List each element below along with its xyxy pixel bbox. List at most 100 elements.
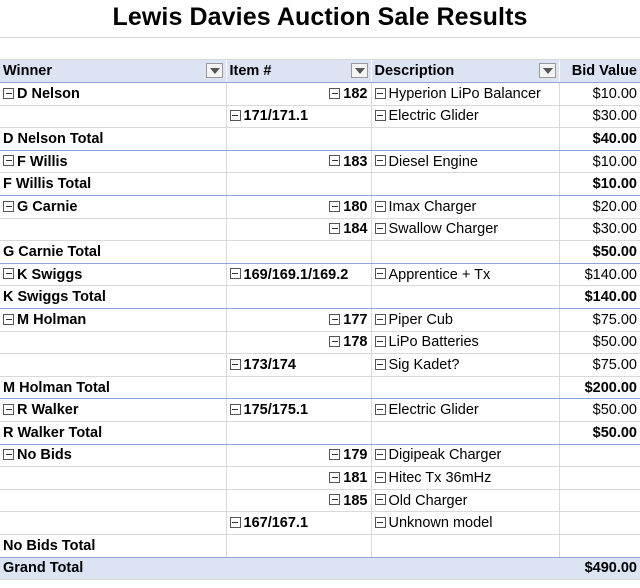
description-cell: Sig Kadet? bbox=[371, 353, 560, 377]
collapse-item-icon[interactable] bbox=[329, 336, 341, 348]
collapse-winner-icon[interactable] bbox=[3, 268, 14, 280]
item-cell: 179 bbox=[226, 444, 372, 468]
item-number: 180 bbox=[343, 198, 368, 215]
winner-name: K Swiggs bbox=[17, 266, 83, 283]
collapse-item-icon[interactable] bbox=[329, 494, 341, 506]
table-row: R Walker 175/175.1 Electric Glider $50.00 bbox=[0, 398, 640, 422]
description-filter-dropdown-icon[interactable] bbox=[538, 63, 556, 78]
collapse-item-icon[interactable] bbox=[329, 471, 341, 483]
collapse-winner-icon[interactable] bbox=[3, 403, 14, 415]
winner-cell: F Willis bbox=[0, 150, 227, 174]
grand-total-value: $490.00 bbox=[559, 556, 640, 581]
empty-cell bbox=[371, 127, 560, 151]
collapse-description-icon[interactable] bbox=[374, 268, 386, 280]
subtotal-value: $40.00 bbox=[559, 127, 640, 151]
header-row: Winner Item # Description Bid Value bbox=[0, 60, 640, 84]
collapse-item-icon[interactable] bbox=[229, 110, 241, 122]
table-row: G Carnie 180 Imax Charger $20.00 bbox=[0, 195, 640, 219]
item-number: 167/167.1 bbox=[243, 515, 309, 532]
item-cell: 169/169.1/169.2 bbox=[226, 263, 372, 287]
collapse-description-icon[interactable] bbox=[374, 358, 386, 370]
collapse-description-icon[interactable] bbox=[374, 449, 386, 461]
description-text: Unknown model bbox=[388, 515, 493, 532]
item-number: 175/175.1 bbox=[243, 402, 309, 419]
description-text: Electric Glider bbox=[388, 108, 479, 125]
collapse-item-icon[interactable] bbox=[229, 358, 241, 370]
collapse-description-icon[interactable] bbox=[374, 471, 386, 483]
collapse-winner-icon[interactable] bbox=[3, 155, 14, 167]
bid-value-cell bbox=[559, 444, 640, 468]
description-cell: Swallow Charger bbox=[371, 218, 560, 242]
collapse-item-icon[interactable] bbox=[229, 403, 241, 415]
item-number: 169/169.1/169.2 bbox=[243, 266, 349, 283]
winner-cell: K Swiggs bbox=[0, 263, 227, 287]
collapse-item-icon[interactable] bbox=[229, 268, 241, 280]
collapse-item-icon[interactable] bbox=[329, 87, 341, 99]
subtotal-value: $140.00 bbox=[559, 285, 640, 310]
collapse-winner-icon[interactable] bbox=[3, 313, 14, 325]
collapse-description-icon[interactable] bbox=[374, 403, 386, 415]
description-cell: Apprentice + Tx bbox=[371, 263, 560, 287]
winner-cell bbox=[0, 466, 227, 490]
winner-name: No Bids bbox=[17, 447, 72, 464]
collapse-item-icon[interactable] bbox=[329, 223, 341, 235]
collapse-winner-icon[interactable] bbox=[3, 449, 14, 461]
empty-cell bbox=[371, 375, 560, 400]
description-cell: Diesel Engine bbox=[371, 150, 560, 174]
collapse-item-icon[interactable] bbox=[329, 449, 341, 461]
item-number: 181 bbox=[343, 469, 368, 486]
collapse-description-icon[interactable] bbox=[374, 155, 386, 167]
description-text: Diesel Engine bbox=[388, 153, 478, 170]
winner-name: G Carnie bbox=[17, 198, 78, 215]
winner-cell: R Walker bbox=[0, 398, 227, 422]
table-row: F Willis 183 Diesel Engine $10.00 bbox=[0, 150, 640, 174]
collapse-description-icon[interactable] bbox=[374, 223, 386, 235]
winner-cell bbox=[0, 218, 227, 242]
collapse-description-icon[interactable] bbox=[374, 494, 386, 506]
collapse-description-icon[interactable] bbox=[374, 516, 386, 528]
description-text: Hitec Tx 36mHz bbox=[388, 469, 492, 486]
collapse-item-icon[interactable] bbox=[229, 516, 241, 528]
winner-filter-dropdown-icon[interactable] bbox=[205, 63, 223, 78]
description-cell: Unknown model bbox=[371, 511, 560, 535]
empty-cell bbox=[226, 421, 372, 445]
bid-value-cell bbox=[559, 466, 640, 490]
empty-cell bbox=[226, 533, 372, 558]
item-number: 179 bbox=[343, 447, 368, 464]
description-cell: Piper Cub bbox=[371, 308, 560, 332]
bid-value-cell bbox=[559, 489, 640, 513]
collapse-winner-icon[interactable] bbox=[3, 200, 14, 212]
winner-cell bbox=[0, 105, 227, 129]
item-cell: 167/167.1 bbox=[226, 511, 372, 535]
description-text: Piper Cub bbox=[388, 311, 453, 328]
description-cell: Hitec Tx 36mHz bbox=[371, 466, 560, 490]
collapse-description-icon[interactable] bbox=[374, 313, 386, 325]
item-number: 177 bbox=[343, 311, 368, 328]
collapse-item-icon[interactable] bbox=[329, 200, 341, 212]
description-cell: LiPo Batteries bbox=[371, 331, 560, 355]
item-number: 182 bbox=[343, 85, 368, 102]
subtotal-label: R Walker Total bbox=[0, 421, 227, 445]
item-cell: 177 bbox=[226, 308, 372, 332]
collapse-item-icon[interactable] bbox=[329, 313, 341, 325]
collapse-description-icon[interactable] bbox=[374, 87, 386, 99]
collapse-description-icon[interactable] bbox=[374, 110, 386, 122]
winner-cell: No Bids bbox=[0, 444, 227, 468]
pivot-table: Winner Item # Description Bid Value D Ne… bbox=[0, 60, 640, 581]
collapse-item-icon[interactable] bbox=[329, 155, 341, 167]
description-text: Old Charger bbox=[388, 492, 468, 509]
bid-value-cell: $20.00 bbox=[559, 195, 640, 219]
collapse-description-icon[interactable] bbox=[374, 336, 386, 348]
item-cell: 185 bbox=[226, 489, 372, 513]
item-filter-dropdown-icon[interactable] bbox=[350, 63, 368, 78]
collapse-description-icon[interactable] bbox=[374, 200, 386, 212]
winner-cell: M Holman bbox=[0, 308, 227, 332]
empty-cell bbox=[226, 285, 372, 310]
winner-cell bbox=[0, 511, 227, 535]
table-row: 167/167.1 Unknown model bbox=[0, 511, 640, 535]
empty-cell bbox=[371, 556, 559, 581]
empty-cell bbox=[371, 421, 560, 445]
item-number: 183 bbox=[343, 153, 368, 170]
collapse-winner-icon[interactable] bbox=[3, 87, 14, 99]
empty-cell bbox=[371, 533, 560, 558]
